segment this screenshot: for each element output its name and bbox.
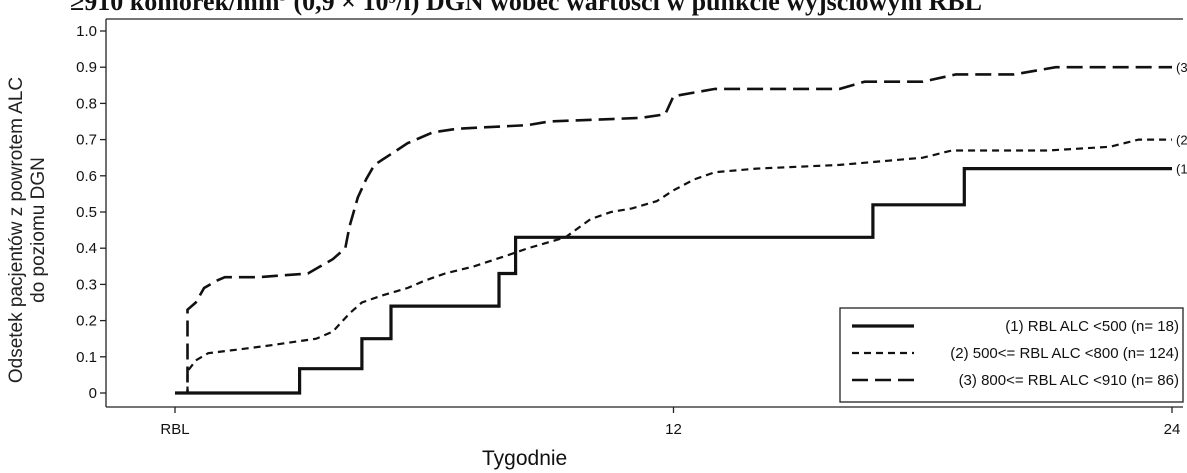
y-tick-label: 0.4: [76, 240, 97, 257]
series-line-2: [175, 138, 1172, 395]
series-line-1: [175, 167, 1172, 395]
y-axis-label-line-2: do poziomu DGN: [28, 157, 49, 303]
x-tick-label: RBL: [160, 421, 189, 438]
y-tick-label: 0.5: [76, 204, 97, 221]
legend-entry-1: (1) RBL ALC <500 (n= 18): [1005, 318, 1179, 335]
y-axis-label-line-1: Odsetek pacjentów z powrotem ALC: [6, 76, 27, 384]
series-end-label-3: (3: [1176, 60, 1187, 75]
y-tick-label: 1.0: [76, 23, 97, 40]
series-end-label-2: (2: [1176, 133, 1187, 148]
y-tick-label: 0.2: [76, 313, 97, 330]
y-tick-label: 0.6: [76, 168, 97, 185]
y-tick-label: 0: [89, 385, 97, 402]
y-tick-label: 0.1: [76, 349, 97, 366]
y-axis-label: Odsetek pacjentów z powrotem ALC do pozi…: [6, 20, 50, 440]
y-tick-label: 0.8: [76, 95, 97, 112]
y-tick-label: 0.9: [76, 59, 97, 76]
legend-entry-2: (2) 500<= RBL ALC <800 (n= 124): [950, 345, 1179, 362]
x-tick-label: 24: [1164, 421, 1181, 438]
series-line-3: [175, 65, 1172, 395]
x-tick-label: 12: [665, 421, 682, 438]
legend-box: [839, 307, 1184, 403]
legend-entry-3: (3) 800<= RBL ALC <910 (n= 86): [959, 372, 1179, 389]
y-tick-label: 0.7: [76, 132, 97, 149]
x-axis-label: Tygodnie: [482, 447, 568, 470]
chart-title: ≥910 komórek/mm3 (0,9 × 10⁹/l) DGN wobec…: [70, 0, 982, 16]
series-end-label-1: (1: [1176, 162, 1187, 177]
y-tick-label: 0.3: [76, 276, 97, 293]
